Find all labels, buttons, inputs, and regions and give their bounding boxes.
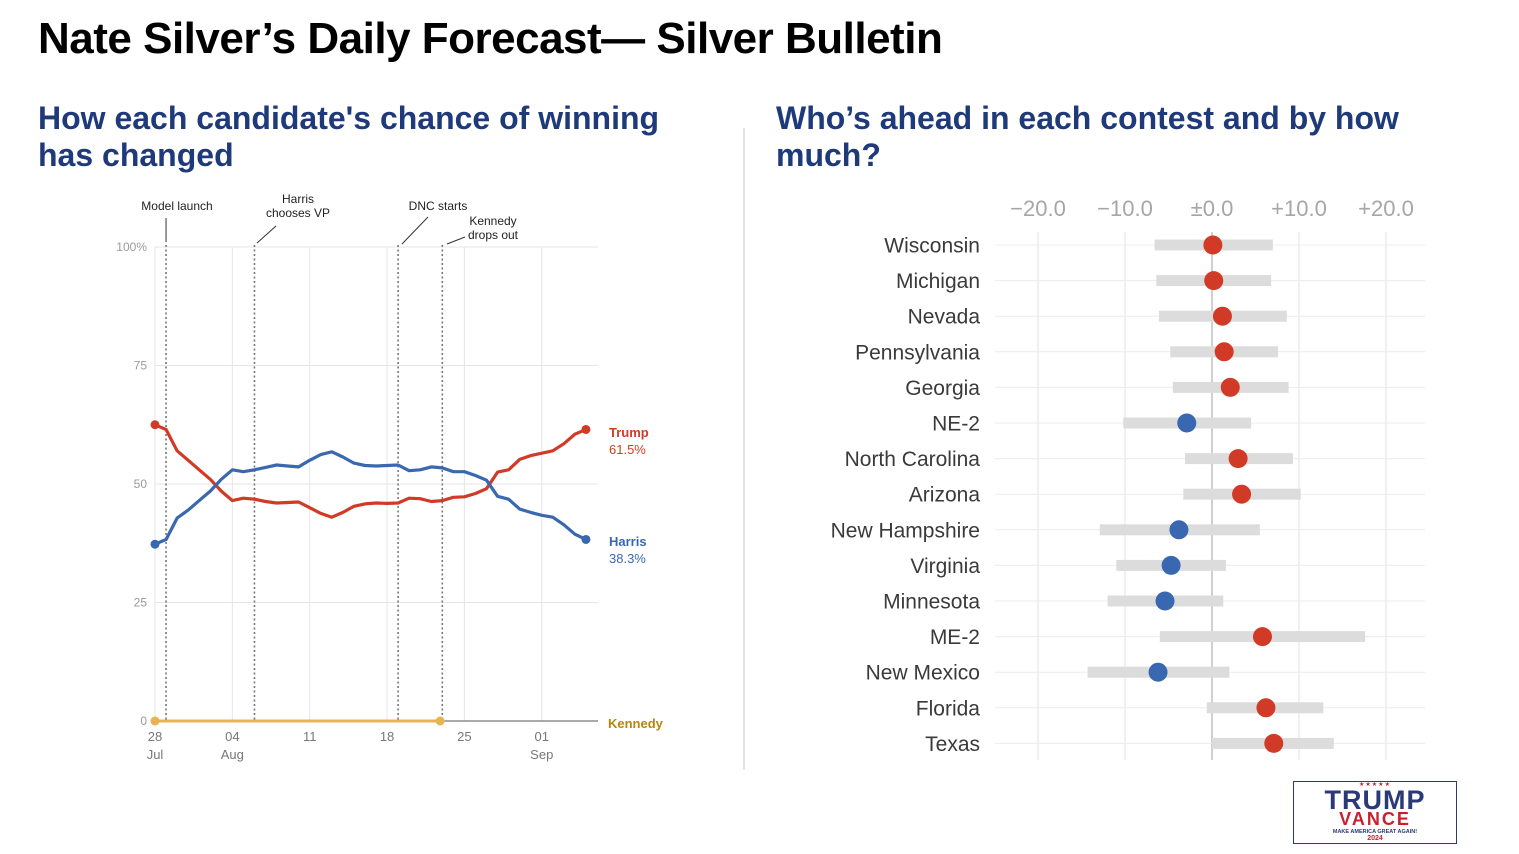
x-tick-label: −10.0 — [1097, 196, 1153, 221]
margin-point — [1177, 413, 1197, 433]
harris-start-point — [150, 539, 160, 549]
harris-end-value: 38.3% — [609, 551, 646, 566]
trump-series-line — [153, 423, 588, 519]
event-label: Model launch — [141, 199, 212, 213]
harris-end-point — [581, 534, 591, 544]
event-leader-line — [401, 216, 429, 245]
margin-point — [1203, 235, 1223, 255]
event-leader-line — [446, 236, 466, 245]
kennedy-start-point — [150, 716, 160, 726]
event-leader-line — [256, 225, 277, 244]
margin-point — [1169, 520, 1189, 540]
x-tick-label: +20.0 — [1358, 196, 1414, 221]
margin-point — [1228, 449, 1248, 469]
x-tick-label: 18 — [380, 729, 394, 744]
margin-point — [1212, 306, 1232, 326]
state-label: Virginia — [910, 555, 980, 578]
x-tick-label: 28 — [148, 729, 162, 744]
margin-point — [1204, 271, 1224, 291]
margin-point — [1220, 377, 1240, 397]
right-chart-subtitle: Who’s ahead in each contest and by how m… — [776, 100, 1399, 173]
event-label: DNC starts — [409, 199, 468, 213]
state-label: Florida — [916, 697, 981, 720]
margin-point — [1161, 555, 1181, 575]
logo-year: 2024 — [1367, 835, 1383, 842]
event-label: chooses VP — [266, 206, 330, 220]
event-label: Harris — [282, 192, 314, 206]
state-label: North Carolina — [845, 448, 981, 471]
y-tick-label: 25 — [134, 596, 148, 610]
y-tick-label: 50 — [134, 477, 148, 491]
win-probability-line-chart: 0 25 50 75 100% 28 Jul 04 Aug 11 18 25 01 Sep Model la… — [116, 192, 664, 762]
panel-divider — [743, 128, 745, 770]
margin-point — [1256, 698, 1276, 718]
x-tick-month-label: Sep — [530, 747, 553, 762]
state-label: NE-2 — [932, 413, 980, 436]
x-tick-label: +10.0 — [1271, 196, 1327, 221]
event-label: Kennedy — [469, 214, 516, 228]
x-tick-month-label: Jul — [147, 747, 164, 762]
kennedy-series-label: Kennedy — [608, 716, 664, 731]
x-tick-label: 11 — [303, 729, 317, 744]
left-chart-subtitle: How each candidate's chance of winning h… — [38, 100, 660, 173]
harris-series-label: Harris — [609, 534, 647, 549]
margin-point — [1252, 627, 1272, 647]
x-tick-label: 04 — [225, 729, 239, 744]
trump-end-value: 61.5% — [609, 442, 646, 457]
logo-line-vance: VANCE — [1339, 809, 1411, 829]
x-tick-label: ±0.0 — [1191, 196, 1234, 221]
kennedy-end-point — [435, 716, 445, 726]
state-label: Texas — [925, 733, 980, 756]
harris-series-line — [153, 450, 588, 546]
x-tick-label: −20.0 — [1010, 196, 1066, 221]
state-label: Minnesota — [883, 591, 980, 614]
x-tick-label: 01 — [535, 729, 549, 744]
x-tick-month-label: Aug — [221, 747, 244, 762]
margin-point — [1232, 484, 1252, 504]
state-label: Arizona — [909, 484, 981, 507]
trump-start-point — [150, 420, 160, 430]
logo-line-trump: TRUMP — [1324, 785, 1426, 815]
margin-point — [1264, 733, 1284, 753]
logo-slogan: MAKE AMERICA GREAT AGAIN! — [1332, 829, 1418, 835]
margin-point — [1148, 662, 1168, 682]
event-label: drops out — [468, 228, 519, 242]
state-label: New Mexico — [866, 662, 980, 685]
y-tick-label: 100% — [116, 240, 147, 254]
trump-end-point — [581, 424, 591, 434]
page-title: Nate Silver’s Daily Forecast— Silver Bul… — [38, 14, 943, 63]
state-label: Wisconsin — [884, 235, 980, 258]
state-label: Michigan — [896, 270, 980, 293]
y-tick-label: 75 — [134, 359, 148, 373]
state-label: ME-2 — [930, 626, 980, 649]
state-label: Pennsylvania — [855, 341, 980, 364]
state-label: Nevada — [908, 306, 981, 329]
state-label: New Hampshire — [831, 519, 980, 542]
y-tick-label: 0 — [140, 714, 147, 728]
state-label: Georgia — [905, 377, 980, 400]
trump-vance-logo: ★★★★★ TRUMP VANCE MAKE AMERICA GREAT AGA… — [1293, 781, 1457, 844]
margin-point — [1214, 342, 1234, 362]
x-tick-label: 25 — [457, 729, 471, 744]
logo-stars: ★★★★★ — [1359, 782, 1391, 788]
trump-series-label: Trump — [609, 425, 649, 440]
margin-point — [1155, 591, 1175, 611]
